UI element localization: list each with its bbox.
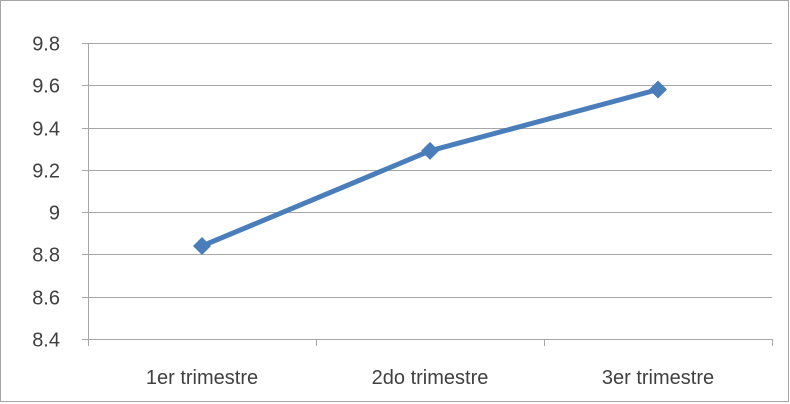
gridlines: [88, 43, 772, 298]
y-tick-label: 9.2: [32, 161, 60, 183]
x-axis-tick-labels: 1er trimestre 2do trimestre 3er trimestre: [146, 367, 714, 389]
y-tick-label: 8.6: [32, 288, 60, 310]
series-layer: [193, 80, 667, 255]
x-tick-label: 2do trimestre: [372, 367, 489, 389]
data-point-marker: [649, 80, 667, 99]
y-tick-label: 8.8: [32, 245, 60, 267]
axes: [82, 43, 773, 346]
x-tick-label: 3er trimestre: [602, 367, 714, 389]
y-tick-label: 9.8: [32, 34, 60, 56]
y-tick-label: 9.6: [32, 76, 60, 98]
y-tick-label: 9: [49, 203, 60, 225]
y-axis-tick-labels: 8.4 8.6 8.8 9 9.2 9.4 9.6 9.8: [32, 34, 60, 352]
series-line: [199, 87, 661, 249]
data-point-marker: [193, 236, 211, 255]
y-tick-label: 9.4: [32, 119, 60, 141]
y-tick-label: 8.4: [32, 330, 60, 352]
x-tick-label: 1er trimestre: [146, 367, 258, 389]
data-point-marker: [421, 141, 439, 160]
